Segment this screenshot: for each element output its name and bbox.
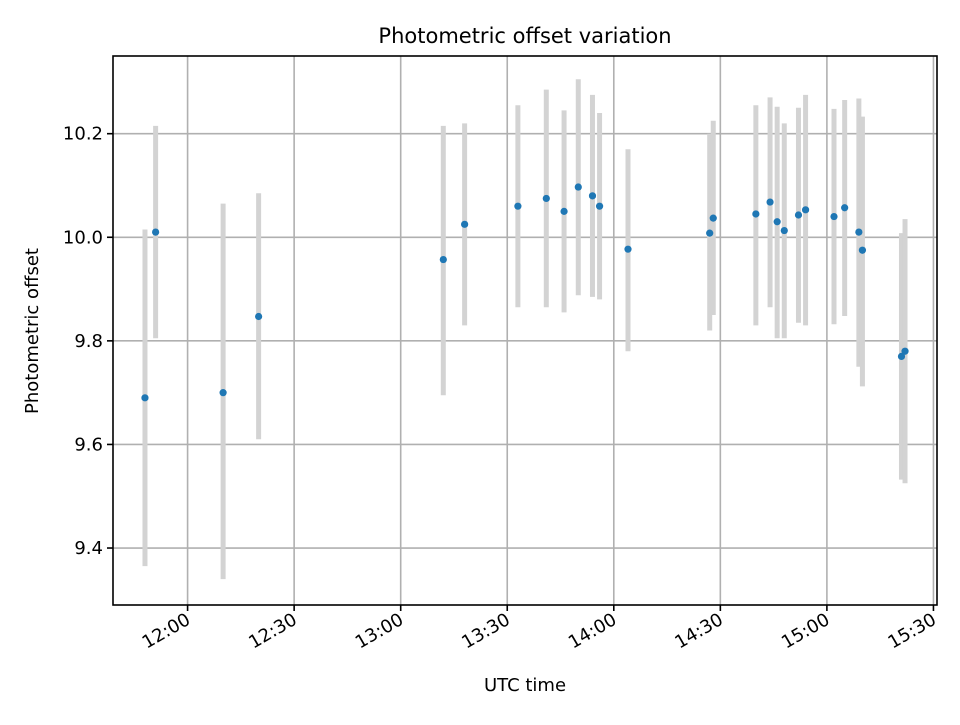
x-tick-label: 14:00 [565, 609, 620, 653]
data-point [766, 198, 774, 206]
x-tick-label: 13:30 [458, 609, 513, 653]
data-point [141, 394, 149, 402]
data-point [752, 210, 760, 218]
data-point [709, 214, 717, 222]
x-axis-title: UTC time [484, 675, 566, 696]
data-point [801, 206, 810, 214]
chart-title: Photometric offset variation [378, 24, 671, 48]
y-axis-title: Photometric offset [22, 248, 43, 414]
data-point [542, 194, 550, 203]
data-point [855, 228, 863, 236]
data-point [830, 212, 838, 221]
data-point [841, 204, 849, 212]
data-point [624, 245, 632, 253]
tick-layer: 12:00 12:30 13:00 13:30 14:00 14:30 15:00 15:30… [63, 124, 940, 654]
y-tick-label: 9.4 [74, 538, 103, 559]
data-point [461, 220, 469, 228]
x-tick-label: 12:30 [245, 609, 300, 653]
data-point [794, 211, 803, 219]
data-point [595, 202, 604, 210]
data-point [901, 347, 909, 355]
plot-frame [112, 55, 938, 606]
data-point [439, 255, 447, 264]
y-tick-label: 10.2 [63, 124, 103, 145]
y-tick-label: 9.6 [74, 434, 103, 455]
data-point [773, 218, 781, 226]
data-point [858, 246, 867, 254]
data-point [780, 226, 788, 235]
errorbar-layer [142, 79, 908, 580]
point-layer [141, 183, 909, 402]
data-point [588, 192, 597, 200]
data-point [255, 312, 263, 321]
y-tick-label: 10.0 [63, 227, 103, 248]
x-tick-label: 15:00 [778, 609, 833, 653]
data-point [514, 202, 522, 210]
x-tick-label: 12:00 [139, 609, 194, 653]
y-tick-label: 9.8 [74, 331, 103, 352]
data-point [219, 389, 227, 397]
data-point [152, 228, 160, 236]
data-point [706, 229, 714, 237]
data-point [897, 352, 906, 360]
x-tick-label: 14:30 [671, 609, 726, 653]
grid-layer [113, 56, 937, 605]
data-point [574, 183, 582, 191]
data-point [560, 207, 568, 215]
x-tick-label: 13:00 [352, 609, 407, 653]
x-tick-label: 15:30 [885, 609, 940, 653]
